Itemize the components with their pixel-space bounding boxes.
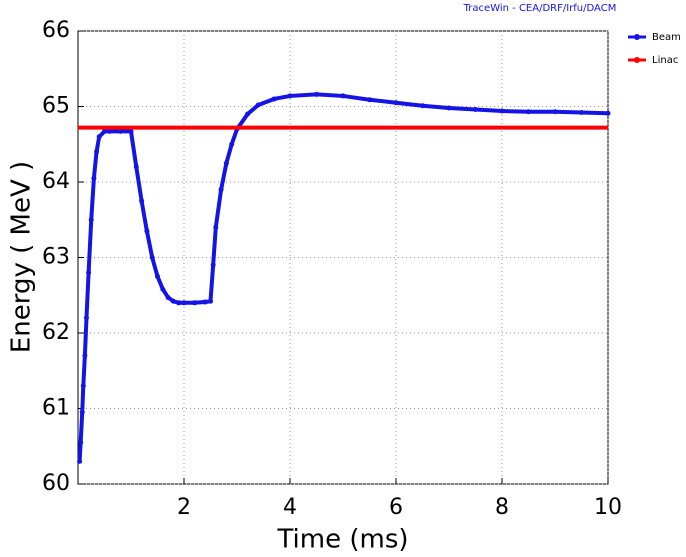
point (83, 315, 89, 321)
y-tick-label: 63 (42, 245, 70, 270)
y-tick-label: 66 (42, 18, 70, 43)
point (223, 160, 229, 166)
legend-marker (634, 57, 640, 63)
point (82, 353, 88, 359)
legend-label: Beam (652, 32, 681, 43)
point (213, 224, 219, 230)
point (139, 198, 145, 204)
point (96, 134, 102, 140)
point (255, 102, 261, 108)
point (210, 262, 216, 268)
point (218, 187, 224, 193)
point (287, 93, 293, 99)
point (160, 286, 166, 292)
x-axis-title: Time (ms) (276, 525, 408, 555)
point (176, 300, 182, 306)
y-axis-title: Energy ( MeV ) (7, 161, 37, 353)
point (473, 107, 478, 113)
point (102, 128, 107, 134)
point (420, 103, 425, 109)
x-tick-label: 2 (177, 495, 191, 520)
x-tick-label: 10 (594, 495, 622, 520)
point (94, 149, 100, 155)
point (202, 299, 208, 305)
point (77, 458, 83, 464)
point (314, 91, 319, 97)
point (526, 109, 531, 115)
header: TraceWin - CEA/DRF/Irfu/DACM (463, 3, 617, 14)
point (446, 105, 452, 111)
point (579, 110, 584, 116)
point (144, 228, 150, 234)
point (128, 128, 134, 134)
point (88, 217, 94, 223)
x-tick-label: 8 (495, 495, 509, 520)
x-tick-label: 4 (283, 495, 297, 520)
y-tick-label: 61 (42, 396, 70, 421)
point (245, 111, 251, 117)
point (78, 439, 84, 445)
point (367, 97, 372, 103)
point (181, 300, 187, 306)
y-tick-label: 64 (42, 169, 70, 194)
point (170, 298, 176, 304)
point (155, 273, 160, 279)
point (107, 128, 113, 134)
point (80, 383, 86, 389)
point (86, 270, 92, 276)
point (165, 295, 171, 301)
point (499, 108, 505, 114)
point (208, 298, 213, 304)
point (271, 96, 277, 102)
y-tick-label: 62 (42, 320, 70, 345)
legend-label: Linac (652, 55, 678, 66)
point (229, 141, 235, 147)
point (91, 175, 97, 181)
series-line (77, 92, 609, 462)
x-tick-label: 6 (389, 495, 403, 520)
point (192, 300, 198, 306)
point (340, 93, 346, 99)
point (552, 109, 558, 115)
legend-marker (634, 34, 640, 40)
point (117, 128, 123, 134)
y-tick-label: 65 (42, 94, 70, 119)
y-tick-label: 60 (42, 471, 70, 496)
point (149, 255, 155, 260)
point (133, 164, 139, 170)
point (605, 110, 611, 116)
point (79, 409, 85, 415)
point (393, 100, 399, 106)
